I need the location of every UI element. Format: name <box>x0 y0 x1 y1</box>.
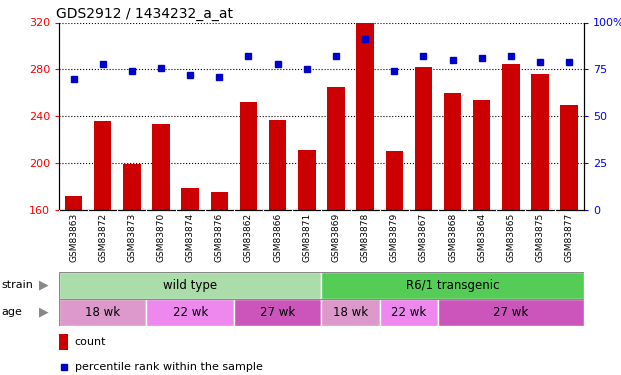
Bar <box>181 188 199 210</box>
Bar <box>152 124 170 210</box>
Bar <box>438 299 584 326</box>
Text: strain: strain <box>1 280 33 290</box>
Text: GSM83877: GSM83877 <box>564 213 574 262</box>
Text: ▶: ▶ <box>39 279 48 292</box>
Text: GSM83875: GSM83875 <box>535 213 545 262</box>
Bar <box>444 93 461 210</box>
Bar <box>322 272 584 299</box>
Text: 22 wk: 22 wk <box>173 306 208 319</box>
Text: GSM83867: GSM83867 <box>419 213 428 262</box>
Text: R6/1 transgenic: R6/1 transgenic <box>406 279 499 292</box>
Text: 27 wk: 27 wk <box>493 306 528 319</box>
Text: ▶: ▶ <box>39 306 48 319</box>
Text: 27 wk: 27 wk <box>260 306 295 319</box>
Text: GSM83879: GSM83879 <box>390 213 399 262</box>
Text: wild type: wild type <box>163 279 217 292</box>
Bar <box>59 299 147 326</box>
Bar <box>59 334 68 350</box>
Text: GSM83863: GSM83863 <box>69 213 78 262</box>
Text: age: age <box>1 308 22 317</box>
Bar <box>240 102 257 210</box>
Text: GSM83869: GSM83869 <box>332 213 340 262</box>
Text: percentile rank within the sample: percentile rank within the sample <box>75 362 263 372</box>
Text: GSM83868: GSM83868 <box>448 213 457 262</box>
Bar <box>298 150 315 210</box>
Bar <box>531 74 549 210</box>
Text: GSM83872: GSM83872 <box>98 213 107 262</box>
Bar <box>473 100 491 210</box>
Text: GSM83878: GSM83878 <box>361 213 369 262</box>
Bar <box>322 299 379 326</box>
Text: 22 wk: 22 wk <box>391 306 427 319</box>
Bar <box>327 87 345 210</box>
Text: 18 wk: 18 wk <box>85 306 120 319</box>
Text: GSM83862: GSM83862 <box>244 213 253 262</box>
Bar <box>269 120 286 210</box>
Text: count: count <box>75 337 106 347</box>
Text: 18 wk: 18 wk <box>333 306 368 319</box>
Bar <box>211 192 228 210</box>
Text: GSM83870: GSM83870 <box>156 213 166 262</box>
Bar <box>502 63 520 210</box>
Text: GSM83873: GSM83873 <box>127 213 137 262</box>
Bar <box>147 299 234 326</box>
Bar <box>59 272 322 299</box>
Bar <box>386 152 403 210</box>
Bar <box>65 196 83 210</box>
Text: GSM83876: GSM83876 <box>215 213 224 262</box>
Bar <box>560 105 578 210</box>
Bar <box>356 22 374 210</box>
Bar <box>415 67 432 210</box>
Bar <box>234 299 322 326</box>
Bar <box>379 299 438 326</box>
Text: GSM83865: GSM83865 <box>506 213 515 262</box>
Text: GSM83864: GSM83864 <box>477 213 486 262</box>
Bar <box>94 121 111 210</box>
Text: GSM83866: GSM83866 <box>273 213 282 262</box>
Text: GDS2912 / 1434232_a_at: GDS2912 / 1434232_a_at <box>57 8 233 21</box>
Text: GSM83871: GSM83871 <box>302 213 311 262</box>
Text: GSM83874: GSM83874 <box>186 213 194 262</box>
Bar <box>123 164 140 210</box>
